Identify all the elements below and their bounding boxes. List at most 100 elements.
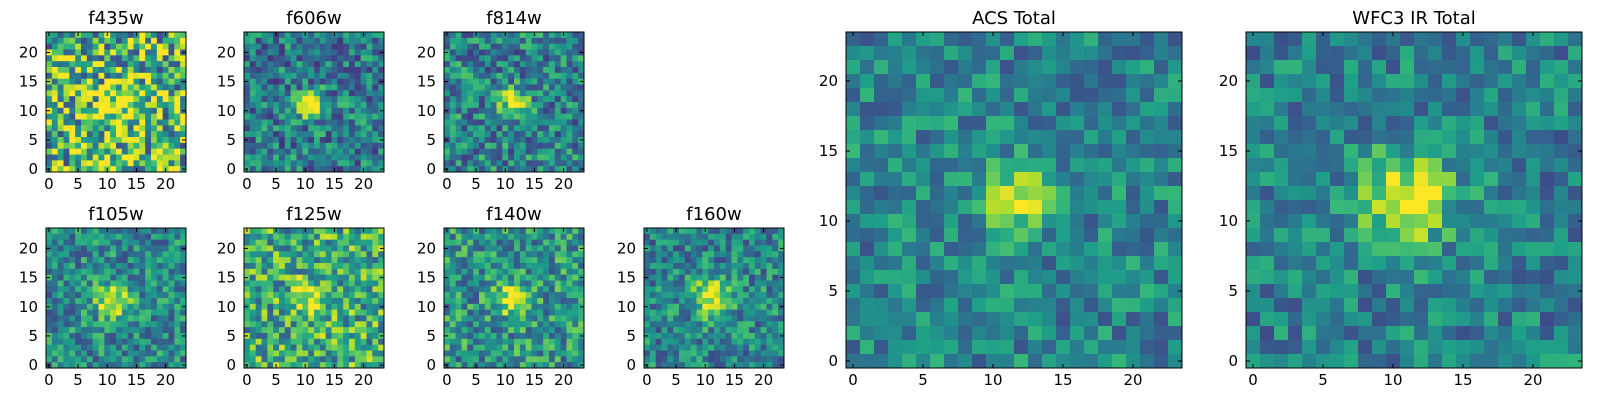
heatmap-cell — [121, 251, 129, 258]
heatmap-cell — [1000, 144, 1015, 159]
heatmap-cell — [180, 321, 187, 328]
heatmap-cell — [473, 263, 480, 270]
heatmap-cell — [1000, 158, 1015, 173]
heatmap-cell — [649, 292, 657, 299]
heatmap-cell — [461, 37, 468, 45]
heatmap-cell — [874, 158, 889, 173]
heatmap-cell — [86, 239, 94, 246]
heatmap-cell — [572, 327, 579, 334]
heatmap-cell — [543, 327, 550, 334]
heatmap-cell — [537, 292, 544, 299]
heatmap-cell — [81, 233, 88, 241]
heatmap-cell — [86, 350, 94, 357]
heatmap-cell — [514, 350, 521, 357]
heatmap-cell — [537, 268, 544, 276]
heatmap-cell — [1042, 102, 1057, 117]
heatmap-cell — [508, 280, 515, 287]
heatmap-cell — [754, 286, 762, 293]
heatmap-cell — [554, 344, 562, 351]
axes-frame — [443, 31, 585, 173]
heatmap-cell — [349, 154, 356, 161]
heatmap-cell — [302, 160, 309, 167]
heatmap-cell — [1154, 32, 1169, 47]
heatmap-cell — [760, 298, 767, 305]
heatmap-cell — [572, 274, 579, 281]
heatmap-cell — [86, 43, 94, 50]
heatmap-cell — [525, 338, 532, 346]
heatmap-cell — [1484, 46, 1499, 61]
heatmap-cell — [578, 315, 585, 322]
heatmap-cell — [549, 274, 556, 281]
heatmap-cell — [75, 245, 82, 252]
heatmap-cell — [543, 286, 550, 293]
heatmap-cell — [69, 67, 76, 74]
heatmap-cell — [308, 286, 315, 293]
heatmap-cell — [51, 125, 59, 132]
heatmap-cell — [284, 137, 292, 144]
heatmap-cell — [572, 43, 579, 50]
heatmap-cell — [104, 263, 111, 270]
heatmap-cell — [343, 280, 350, 287]
heatmap-cell — [296, 362, 303, 369]
heatmap-cell — [1568, 88, 1583, 103]
heatmap-cell — [127, 263, 134, 270]
heatmap-cell — [566, 43, 573, 50]
heatmap-cell — [455, 125, 462, 132]
heatmap-cell — [719, 303, 727, 311]
heatmap-cell — [378, 251, 385, 258]
heatmap-cell — [684, 274, 692, 281]
heatmap-cell — [1042, 144, 1057, 159]
heatmap-cell — [944, 242, 959, 257]
heatmap-cell — [86, 303, 94, 311]
heatmap-cell — [249, 350, 257, 357]
heatmap-cell — [343, 292, 350, 299]
heatmap-cell — [174, 263, 181, 270]
heatmap-cell — [455, 78, 462, 85]
heatmap-cell — [284, 327, 292, 334]
heatmap-cell — [679, 298, 686, 305]
heatmap-cell — [479, 257, 486, 264]
heatmap-cell — [684, 338, 692, 346]
heatmap-cell — [139, 239, 146, 246]
heatmap-cell — [325, 119, 332, 126]
heatmap-cell — [168, 309, 175, 316]
heatmap-cell — [444, 321, 451, 328]
heatmap-cell — [554, 61, 562, 68]
heatmap-cell — [549, 327, 556, 334]
heatmap-cell — [255, 96, 262, 103]
heatmap-cell — [57, 84, 64, 91]
heatmap-cell — [543, 67, 550, 74]
heatmap-cell — [331, 84, 338, 91]
heatmap-cell — [343, 148, 350, 155]
heatmap-cell — [537, 160, 544, 167]
heatmap-cell — [578, 286, 585, 293]
heatmap-cell — [649, 350, 657, 357]
heatmap-cell — [314, 142, 321, 150]
heatmap-cell — [846, 116, 861, 131]
heatmap-cell — [1028, 200, 1043, 215]
heatmap-cell — [116, 228, 123, 235]
heatmap-cell — [75, 333, 82, 340]
heatmap-cell — [279, 166, 286, 173]
heatmap-cell — [554, 274, 562, 281]
heatmap-cell — [302, 303, 309, 311]
heatmap-cell — [490, 102, 497, 109]
heatmap-cell — [479, 55, 486, 62]
y-tick-label: 0 — [426, 356, 436, 374]
heatmap-cell — [514, 321, 521, 328]
heatmap-cell — [57, 263, 64, 270]
heatmap-cell — [702, 280, 709, 287]
heatmap-cell — [116, 327, 123, 334]
heatmap-cell — [566, 131, 573, 138]
heatmap-cell — [725, 257, 732, 264]
heatmap-cell — [690, 233, 697, 241]
heatmap-cell — [296, 268, 303, 276]
heatmap-cell — [343, 228, 350, 235]
heatmap-cell — [325, 338, 332, 346]
heatmap-cell — [696, 274, 703, 281]
heatmap-cell — [479, 166, 486, 173]
heatmap-cell — [139, 298, 146, 305]
heatmap-cell — [319, 233, 327, 241]
heatmap-cell — [719, 268, 727, 276]
heatmap-cell — [531, 72, 538, 80]
